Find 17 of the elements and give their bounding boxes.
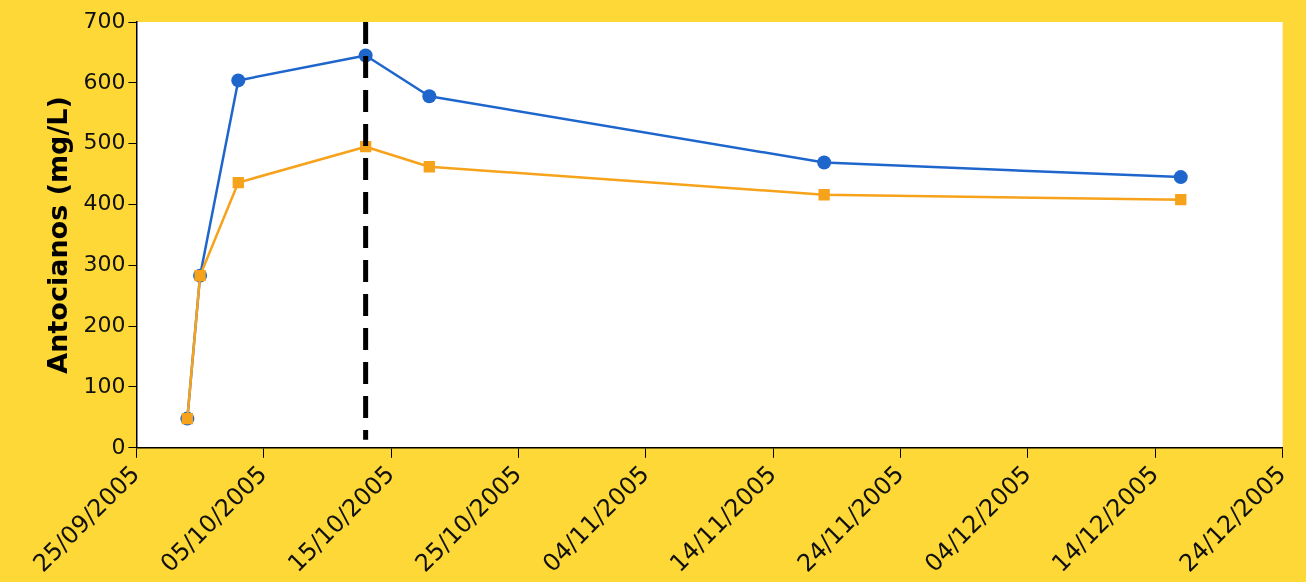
y-tick-label: 200 [83,311,126,337]
y-tick-label: 600 [83,68,126,94]
point [423,161,435,173]
point [1175,193,1187,206]
point [817,155,832,170]
point [818,189,830,201]
y-tick-label: 0 [111,433,126,459]
y-tick-label: 300 [83,251,126,277]
point [232,176,244,189]
point [231,73,246,88]
y-tick-label: 400 [83,190,126,216]
y-tick-label: 100 [83,372,126,398]
y-axis-title: Antocianos (mg/L) [42,96,74,374]
point [1173,170,1188,185]
point [422,89,437,104]
y-tick-label: 700 [83,7,126,33]
y-tick-label: 500 [83,129,126,155]
